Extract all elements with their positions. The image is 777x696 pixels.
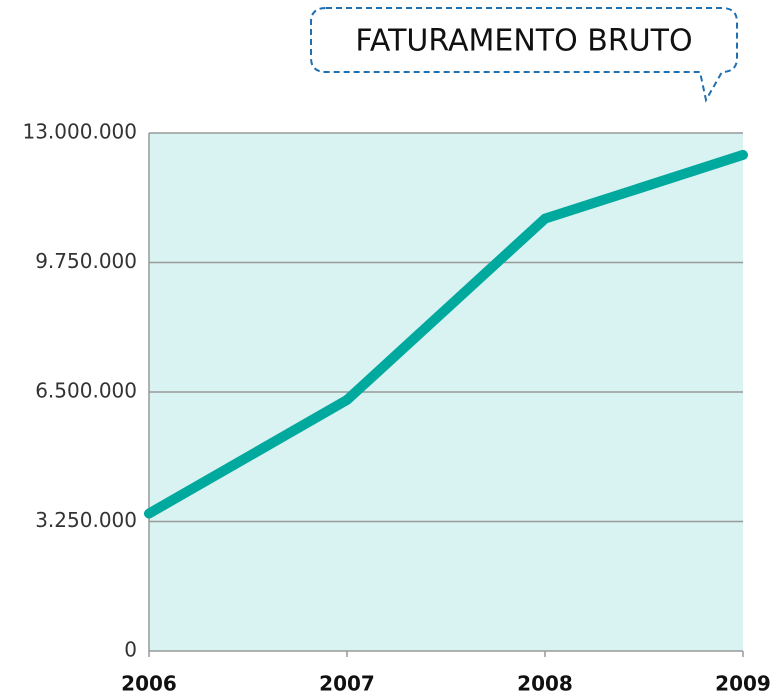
y-tick-label: 3.250.000 — [35, 508, 137, 532]
y-tick-label: 13.000.000 — [22, 120, 137, 144]
y-tick-label: 9.750.000 — [35, 249, 137, 273]
x-tick-label: 2006 — [121, 672, 177, 696]
x-tick-label: 2009 — [715, 672, 771, 696]
x-tick-label: 2007 — [319, 672, 375, 696]
y-tick-label: 0 — [124, 638, 137, 662]
y-tick-label: 6.500.000 — [35, 379, 137, 403]
title-callout — [310, 7, 738, 103]
x-tick-label: 2008 — [517, 672, 573, 696]
chart-title: FATURAMENTO BRUTO — [355, 24, 692, 59]
data-line — [144, 149, 748, 519]
